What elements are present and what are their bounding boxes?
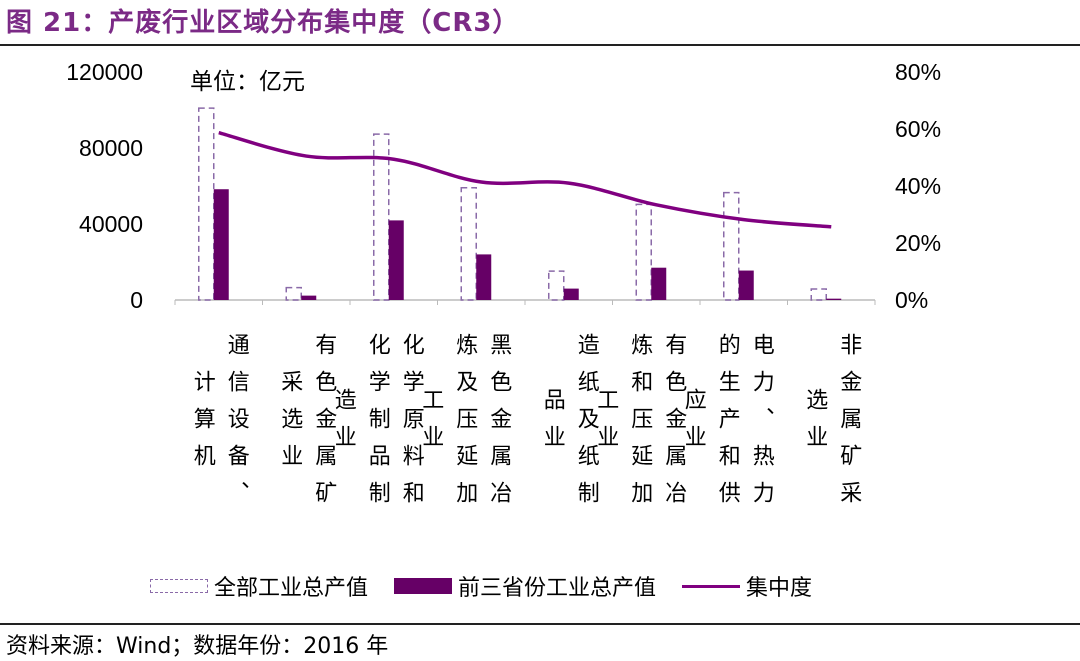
bar-top3 xyxy=(301,295,317,300)
x-tick-label: 电力、热力的生产和供应业 xyxy=(680,332,774,518)
title-divider xyxy=(0,44,1080,46)
y-left-tick-label: 120000 xyxy=(66,59,143,85)
figure-title: 图 21：产废行业区域分布集中度（CR3） xyxy=(6,8,520,38)
legend-item-top3: 前三省份工业总产值 xyxy=(394,570,656,602)
y-right-tick-label: 20% xyxy=(895,230,941,256)
legend-swatch-dashed xyxy=(150,579,208,593)
bar-total xyxy=(635,203,652,301)
bar-total xyxy=(198,107,215,301)
legend-item-cr3: 集中度 xyxy=(682,570,812,602)
x-tick-label: 化学原料和化学制品制造业 xyxy=(330,332,424,518)
bar-top3 xyxy=(826,298,842,300)
legend-swatch-solid xyxy=(394,578,453,594)
bar-total xyxy=(548,270,565,301)
x-tick-label: 有色金属矿采选业 xyxy=(277,332,337,518)
y-right-tick-label: 40% xyxy=(895,173,941,199)
y-right-tick-label: 80% xyxy=(895,59,941,85)
source-divider xyxy=(0,623,1080,625)
x-tick-label: 有色金属冶炼和压延加工业 xyxy=(593,332,687,518)
line-cr3 xyxy=(218,131,832,229)
y-left-tick-label: 80000 xyxy=(79,135,143,161)
x-tick-label: 通信设备、计算机 xyxy=(189,332,249,518)
x-tick-label: 黑色金属冶炼及压延加工业 xyxy=(418,332,512,518)
bar-top3 xyxy=(388,220,404,300)
legend-label: 前三省份工业总产值 xyxy=(458,576,657,601)
y-left-tick-label: 40000 xyxy=(79,211,143,237)
source-note: 资料来源：Wind；数据年份：2016 年 xyxy=(6,634,389,659)
x-tick-label: 非金属矿采选业 xyxy=(802,332,862,518)
bar-total xyxy=(723,191,740,301)
bar-top3 xyxy=(738,270,754,300)
bar-top3 xyxy=(563,288,579,300)
bar-total xyxy=(810,288,827,301)
y-right-tick-label: 0% xyxy=(895,287,928,313)
legend-swatch-line xyxy=(682,584,741,588)
bar-total xyxy=(460,186,477,301)
bar-top3 xyxy=(651,267,667,300)
bar-top3 xyxy=(213,189,229,300)
x-tick-label: 造纸及纸制品业 xyxy=(539,332,599,518)
unit-label: 单位：亿元 xyxy=(190,69,305,95)
bar-total xyxy=(285,286,302,301)
bar-top3 xyxy=(476,254,492,300)
legend-item-total: 全部工业总产值 xyxy=(150,570,368,602)
y-right-tick-label: 60% xyxy=(895,116,941,142)
legend-label: 全部工业总产值 xyxy=(214,576,369,601)
y-left-tick-label: 0 xyxy=(130,287,143,313)
legend: 全部工业总产值 前三省份工业总产值 集中度 xyxy=(150,570,838,602)
legend-label: 集中度 xyxy=(746,576,813,601)
